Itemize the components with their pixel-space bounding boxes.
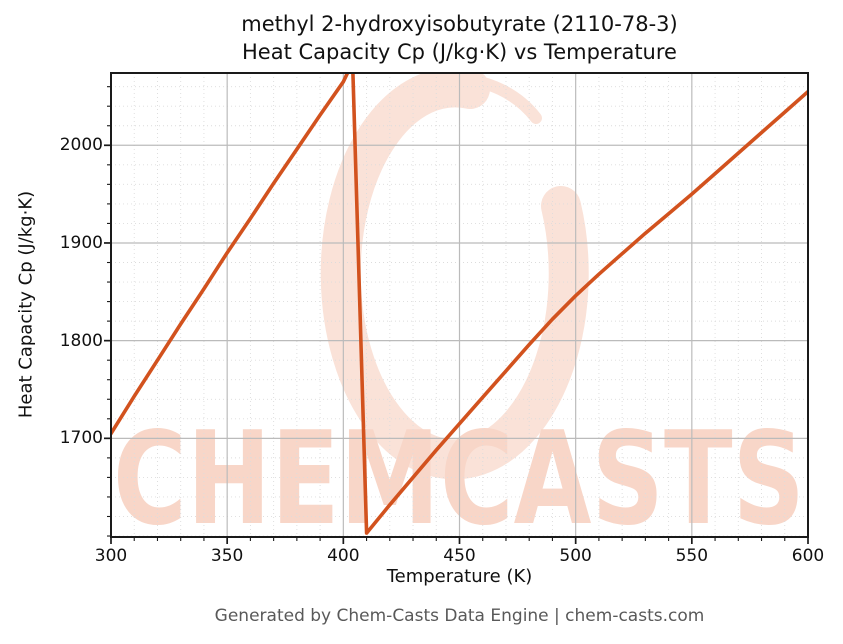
footer-credit: Generated by Chem-Casts Data Engine | ch…: [214, 606, 705, 626]
x-tick-label: 550: [675, 546, 709, 566]
x-tick-label: 500: [559, 546, 592, 566]
y-tick-label: 2000: [59, 135, 103, 156]
y-tick-label: 1900: [59, 232, 103, 253]
chart-title-line1: methyl 2-hydroxyisobutyrate (2110-78-3): [241, 12, 678, 36]
cp-vs-temperature-line: [111, 73, 808, 535]
x-tick-label: 450: [443, 546, 476, 566]
y-tick-label: 1700: [59, 428, 103, 449]
y-axis-label: Heat Capacity Cp (J/kg·K): [15, 190, 37, 419]
x-tick-label: 300: [94, 546, 128, 566]
y-tick-label: 1800: [59, 330, 103, 351]
chart-title: methyl 2-hydroxyisobutyrate (2110-78-3) …: [111, 10, 808, 66]
watermark-swirl-icon: [320, 73, 589, 480]
x-tick-label: 600: [791, 546, 825, 566]
x-axis-label: Temperature (K): [386, 566, 533, 587]
x-tick-label: 350: [210, 546, 244, 566]
x-tick-label: 400: [327, 546, 360, 566]
plot-border: [110, 72, 809, 538]
chart-title-line2: Heat Capacity Cp (J/kg·K) vs Temperature: [242, 40, 677, 64]
watermark-swirl-inner-icon: [361, 73, 542, 137]
